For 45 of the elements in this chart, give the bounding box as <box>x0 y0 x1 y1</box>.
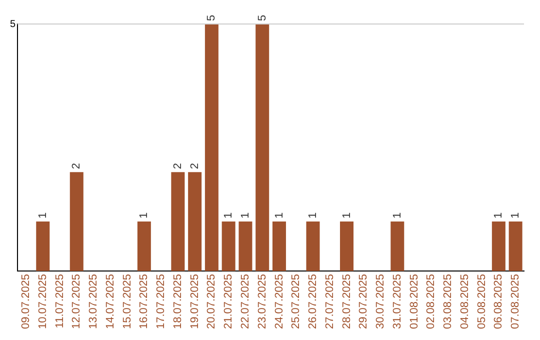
data-label: 2 <box>70 163 83 170</box>
data-label: 1 <box>138 212 150 219</box>
data-label: 1 <box>239 212 252 219</box>
data-label: 5 <box>206 14 218 21</box>
data-label: 2 <box>188 163 201 170</box>
x-tick-label: 18.07.2025 <box>172 274 184 330</box>
x-tick-label: 23.07.2025 <box>256 274 268 330</box>
x-tick-label: 31.07.2025 <box>391 274 404 330</box>
x-tick-label: 13.07.2025 <box>88 274 100 330</box>
x-tick-label: 11.07.2025 <box>54 274 66 328</box>
x-tick-label: 25.07.2025 <box>290 274 302 330</box>
x-tick-label: 07.08.2025 <box>510 274 522 330</box>
data-label: 1 <box>307 212 320 219</box>
x-tick-label: 12.07.2025 <box>70 274 83 330</box>
data-label: 1 <box>222 212 235 219</box>
x-tick-label: 01.08.2025 <box>408 274 420 330</box>
x-tick-label: 14.07.2025 <box>104 274 116 330</box>
x-tick-label: 09.07.2025 <box>20 274 32 330</box>
x-tick-label: 17.07.2025 <box>155 274 168 330</box>
x-tick-label: 03.08.2025 <box>442 274 454 330</box>
x-tick-label: 26.07.2025 <box>307 274 320 330</box>
data-label: 2 <box>172 163 184 170</box>
data-label: 1 <box>340 212 353 219</box>
x-tick-label: 16.07.2025 <box>138 274 150 330</box>
x-tick-label: 15.07.2025 <box>121 274 134 330</box>
x-tick-label: 19.07.2025 <box>188 274 201 330</box>
x-tick-label: 10.07.2025 <box>36 274 49 330</box>
data-label: 1 <box>273 212 286 219</box>
x-tick-label: 02.08.2025 <box>425 274 438 330</box>
x-tick-label: 27.07.2025 <box>324 274 336 330</box>
data-label: 1 <box>36 212 49 219</box>
x-tick-label: 21.07.2025 <box>222 274 235 330</box>
x-tick-label: 04.08.2025 <box>458 274 471 330</box>
data-label: 5 <box>256 14 268 21</box>
x-tick-label: 24.07.2025 <box>273 274 286 330</box>
data-label: 1 <box>492 212 505 219</box>
data-label: 1 <box>391 212 404 219</box>
x-tick-label: 06.08.2025 <box>492 274 505 330</box>
x-tick-label: 22.07.2025 <box>239 274 252 330</box>
x-tick-label: 29.07.2025 <box>358 274 370 330</box>
x-tick-label: 20.07.2025 <box>206 274 218 330</box>
x-tick-label: 30.07.2025 <box>374 274 387 330</box>
x-tick-label: 28.07.2025 <box>340 274 353 330</box>
x-tick-label: 05.08.2025 <box>476 274 488 330</box>
data-label: 1 <box>510 212 522 219</box>
